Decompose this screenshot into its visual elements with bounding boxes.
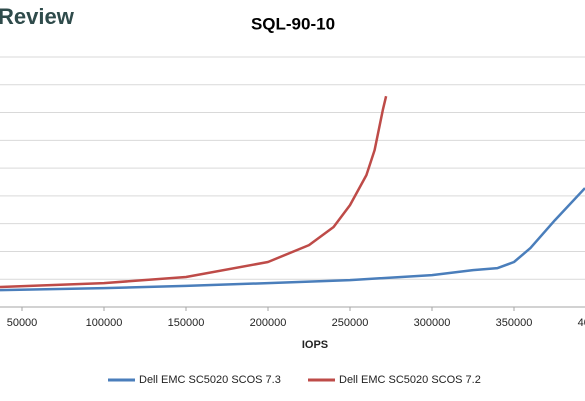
x-tick-label: 400000 [578, 317, 585, 329]
x-tick-label: 50000 [7, 317, 38, 329]
legend-label: Dell EMC SC5020 SCOS 7.3 [139, 374, 281, 386]
x-tick-label: 350000 [496, 317, 533, 329]
series-line [0, 187, 585, 292]
x-axis-label: IOPS [302, 339, 328, 351]
legend-label: Dell EMC SC5020 SCOS 7.2 [339, 374, 481, 386]
x-tick-label: 200000 [250, 317, 287, 329]
x-tick-label: 300000 [414, 317, 451, 329]
chart-title: SQL-90-10 [251, 14, 335, 33]
logo: Review [0, 4, 75, 29]
x-tick-label: 250000 [332, 317, 369, 329]
x-tick-label: 100000 [86, 317, 123, 329]
series-line [0, 95, 388, 289]
x-tick-label: 150000 [168, 317, 205, 329]
